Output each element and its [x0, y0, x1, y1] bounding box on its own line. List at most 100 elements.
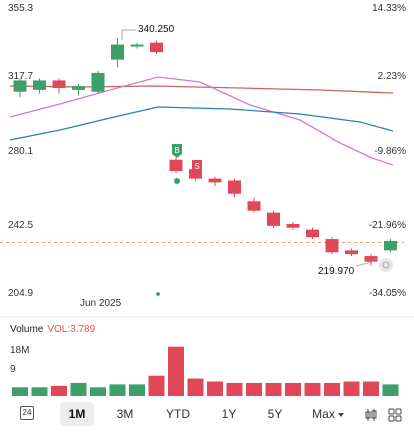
volume-axis-label: 9	[10, 364, 16, 375]
candle	[325, 237, 339, 255]
ma-pink-line	[9, 76, 394, 166]
candle	[267, 210, 280, 228]
candle-body	[150, 42, 163, 53]
tab-1y[interactable]: 1Y	[221, 407, 237, 421]
price-axis-label: 355.3	[8, 3, 34, 14]
volume-bar	[246, 382, 262, 396]
volume-bar	[109, 384, 126, 396]
candle-body	[247, 201, 261, 211]
candle-body	[169, 159, 183, 172]
tab-ytd[interactable]: YTD	[166, 407, 190, 421]
percent-axis-label: -34.05%	[368, 288, 406, 299]
sell-marker: S	[192, 160, 202, 174]
low-callout-leader-2	[371, 257, 377, 263]
candles	[13, 38, 397, 266]
candle	[306, 227, 319, 240]
candle-body	[286, 223, 300, 228]
high-price-callout: 340.250	[138, 24, 175, 35]
volume-bar	[129, 384, 145, 396]
candle-body	[325, 239, 339, 253]
volume-bar	[382, 384, 399, 396]
grid-icon[interactable]	[388, 408, 402, 422]
sell-marker-label: S	[194, 162, 199, 171]
percent-axis-label: 14.33%	[372, 3, 406, 14]
candle	[169, 157, 183, 173]
volume-bar	[207, 381, 223, 396]
candle	[33, 78, 46, 94]
volume-bar	[226, 382, 243, 396]
candle	[52, 78, 66, 94]
volume-bar	[265, 382, 282, 396]
price-axis-label: 204.9	[8, 288, 34, 299]
volume-bar	[12, 387, 28, 396]
candle-body	[13, 80, 27, 92]
volume-bars	[12, 346, 399, 396]
volume-bar	[148, 375, 165, 396]
candle-body	[306, 229, 319, 238]
chevron-down-icon	[337, 412, 344, 417]
volume-bar	[90, 387, 106, 396]
price-chart[interactable]: B S	[0, 0, 414, 400]
candle-body	[345, 250, 358, 255]
percent-axis-label: -21.96%	[368, 220, 406, 231]
candle-body	[189, 169, 202, 179]
low-callout-leader	[355, 261, 373, 267]
candle	[150, 40, 163, 54]
candle-body	[33, 80, 46, 90]
tab-5y[interactable]: 5Y	[267, 407, 283, 421]
candlestick-icon[interactable]	[364, 408, 378, 422]
price-axis-label: 280.1	[8, 146, 34, 157]
candle	[345, 248, 358, 257]
volume-label: Volume	[10, 324, 44, 335]
tab-max-label: Max	[312, 407, 335, 421]
tab-max[interactable]: Max	[306, 402, 350, 426]
candle	[247, 197, 261, 213]
volume-bar	[304, 382, 321, 396]
candle-body	[228, 180, 241, 194]
candle	[208, 176, 222, 187]
candle	[384, 239, 397, 253]
candle-body	[364, 256, 378, 262]
candle	[364, 254, 378, 266]
volume-bar	[187, 378, 204, 396]
volume-bar	[51, 385, 67, 396]
candle-body	[91, 72, 105, 92]
candle-body	[130, 44, 144, 47]
volume-bar	[343, 381, 360, 396]
volume-bar	[363, 381, 379, 396]
candle	[13, 78, 27, 98]
volume-bar	[31, 387, 48, 396]
period-tabs: 24 1M 3M YTD 1Y 5Y Max	[0, 402, 414, 428]
volume-bar	[285, 382, 301, 396]
candle-body	[52, 80, 66, 88]
candle	[91, 70, 105, 94]
candle	[286, 222, 300, 230]
candle	[111, 38, 124, 68]
tab-1m[interactable]: 1M	[60, 402, 94, 426]
day-range-badge[interactable]: 24	[20, 406, 34, 420]
candle	[72, 84, 85, 96]
candle	[130, 42, 144, 49]
candle-body	[267, 212, 280, 226]
volume-value: VOL:3.789	[47, 324, 96, 335]
buy-marker-label: B	[174, 146, 179, 155]
price-axis-label: 317.7	[8, 71, 34, 82]
tab-3m[interactable]: 3M	[116, 407, 134, 421]
ma-red-line	[9, 85, 394, 94]
candle	[228, 178, 241, 198]
candle-body	[111, 44, 124, 60]
volume-title: Volume VOL:3.789	[10, 324, 95, 335]
percent-axis-label: -9.86%	[374, 146, 406, 157]
price-axis-label: 242.5	[8, 220, 34, 231]
percent-axis-label: 2.23%	[377, 71, 406, 82]
volume-bar	[70, 382, 87, 396]
date-dot	[156, 292, 160, 296]
candle-body	[384, 240, 397, 251]
ma-blue-line	[9, 106, 394, 141]
date-axis-label: Jun 2025	[80, 298, 122, 309]
candle-body	[208, 178, 222, 183]
volume-axis-label: 18M	[10, 345, 30, 356]
scroll-handle-icon	[379, 258, 393, 272]
low-price-callout: 219.970	[318, 266, 355, 277]
candle-body	[72, 86, 85, 90]
